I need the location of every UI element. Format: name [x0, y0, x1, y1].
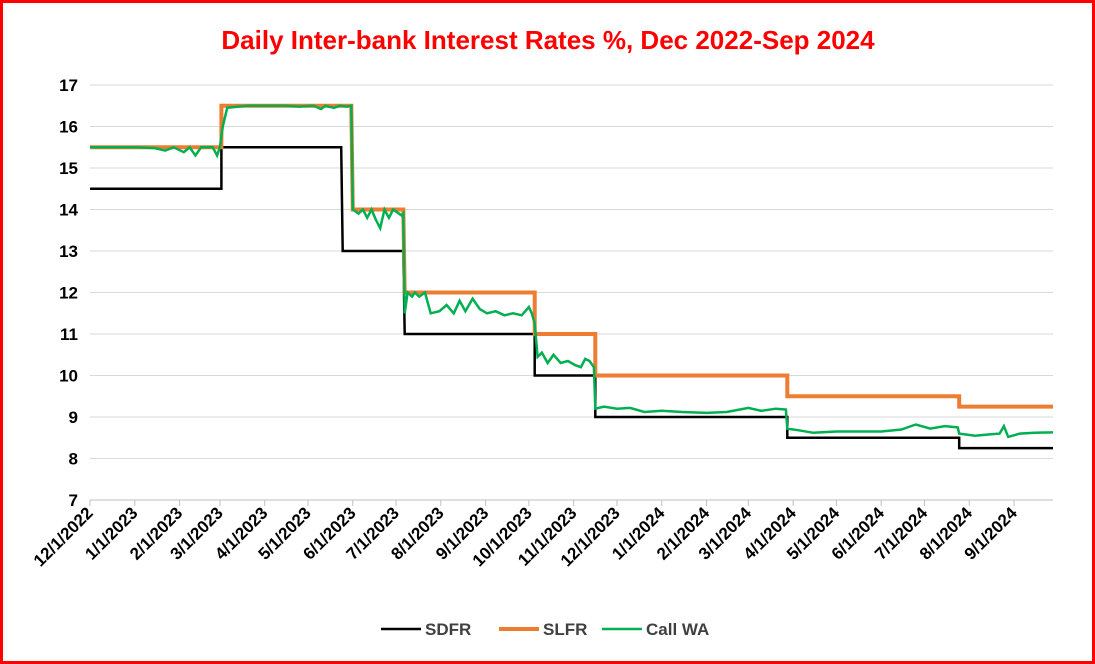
chart-title: Daily Inter-bank Interest Rates %, Dec 2…	[221, 25, 875, 55]
y-tick-label: 7	[69, 491, 78, 510]
series-lines	[90, 103, 1054, 450]
y-tick-label: 12	[59, 284, 78, 303]
series-line-slfr	[90, 103, 1053, 409]
legend-label-slfr: SLFR	[543, 620, 587, 639]
y-tick-label: 14	[59, 201, 78, 220]
series-line-sdfr	[90, 146, 1053, 450]
gridlines	[90, 84, 1053, 459]
series-line-call-wa	[90, 104, 1054, 439]
y-tick-label: 10	[59, 367, 78, 386]
axes: 789101112131415161712/1/20221/1/20232/1/…	[30, 76, 1053, 570]
x-tick-label: 12/1/2022	[30, 503, 97, 570]
y-tick-label: 11	[60, 325, 78, 344]
y-tick-label: 17	[59, 76, 78, 95]
y-tick-label: 8	[69, 450, 78, 469]
legend-label-call-wa: Call WA	[646, 620, 709, 639]
y-tick-label: 15	[59, 159, 78, 178]
legend-label-sdfr: SDFR	[425, 620, 471, 639]
y-tick-label: 9	[69, 408, 78, 427]
y-tick-label: 13	[59, 242, 78, 261]
legend: SDFR SLFR Call WA	[381, 620, 709, 639]
y-tick-label: 16	[59, 118, 78, 137]
